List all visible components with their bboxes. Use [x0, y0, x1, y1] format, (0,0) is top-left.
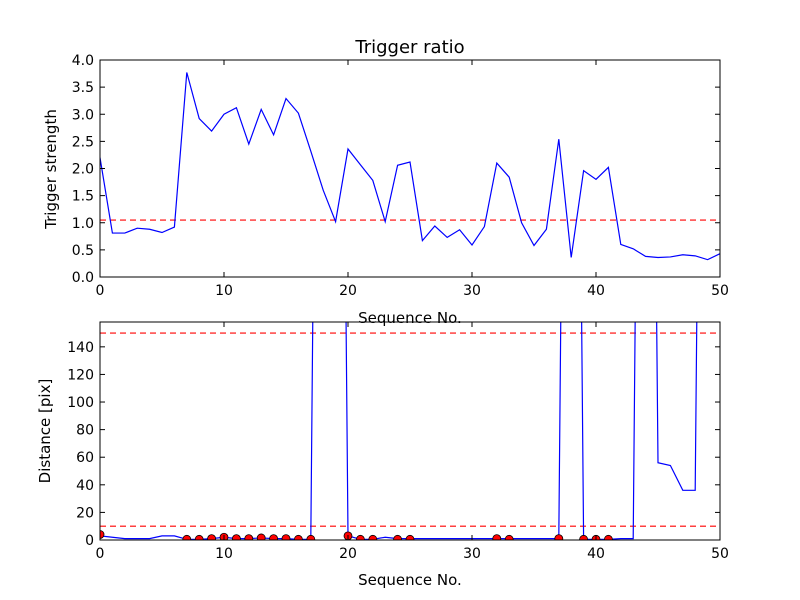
data-point-marker — [492, 534, 502, 540]
data-point-marker — [554, 534, 564, 540]
x-tick-label: 20 — [339, 283, 357, 299]
data-point-marker — [294, 534, 303, 540]
y-tick-label: 1.0 — [72, 216, 94, 232]
data-point-marker — [244, 534, 254, 540]
y-tick-label: 2.0 — [72, 162, 94, 178]
series-group — [100, 72, 720, 261]
x-tick-label: 40 — [587, 283, 605, 299]
data-point-marker — [604, 534, 613, 540]
y-tick-label: 0 — [85, 533, 94, 549]
data-point-marker — [368, 534, 378, 540]
data-point-marker — [256, 533, 266, 540]
data-point-marker — [356, 534, 365, 540]
y-tick-label: 20 — [76, 505, 94, 521]
y-tick-label: 60 — [76, 450, 94, 466]
data-point-marker — [504, 534, 514, 540]
y-ticks: 0 20 40 60 80 100 120 140 — [67, 340, 720, 549]
chart-title: Trigger ratio — [354, 37, 464, 58]
threshold-line-group — [100, 332, 720, 527]
data-point-marker — [194, 534, 204, 540]
data-point-marker — [269, 534, 278, 540]
x-tick-label: 50 — [711, 283, 729, 299]
x-tick-label: 0 — [96, 546, 105, 562]
x-axis-label: Sequence No. — [358, 571, 462, 589]
data-point-marker — [182, 534, 192, 540]
data-point-marker — [100, 530, 105, 539]
y-ticks: 0.0 0.5 1.0 1.5 2.0 2.5 3.0 3.5 4.0 — [72, 53, 720, 286]
data-point-marker — [306, 534, 316, 540]
data-point-marker — [393, 534, 402, 540]
x-tick-label: 30 — [463, 546, 481, 562]
x-tick-label: 10 — [215, 283, 233, 299]
data-point-marker — [405, 534, 415, 540]
x-tick-label: 40 — [587, 546, 605, 562]
y-tick-label: 1.5 — [72, 189, 94, 205]
x-ticks: 0 10 20 30 40 50 — [96, 322, 729, 562]
y-tick-label: 100 — [67, 395, 94, 411]
y-axis-label: Distance [pix] — [36, 379, 54, 484]
y-tick-label: 3.0 — [72, 107, 94, 123]
x-tick-label: 0 — [96, 283, 105, 299]
y-tick-label: 120 — [67, 367, 94, 383]
data-point-marker — [579, 534, 588, 540]
series-group — [100, 322, 698, 540]
y-tick-label: 40 — [76, 478, 94, 494]
data-point-marker — [232, 534, 241, 540]
y-tick-label: 0.5 — [72, 243, 94, 259]
series-line — [100, 72, 720, 261]
y-axis-label: Trigger strength — [42, 109, 60, 230]
x-tick-label: 20 — [339, 546, 357, 562]
x-axis-label: Sequence No. — [358, 309, 462, 327]
data-point-marker — [207, 534, 216, 540]
y-tick-label: 4.0 — [72, 53, 94, 69]
data-point-marker — [281, 534, 291, 540]
y-tick-label: 80 — [76, 423, 94, 439]
x-ticks: 0 10 20 30 40 50 — [96, 60, 729, 299]
y-tick-label: 0.0 — [72, 270, 94, 286]
x-tick-label: 50 — [711, 546, 729, 562]
plot-frame — [99, 321, 721, 541]
x-tick-label: 10 — [215, 546, 233, 562]
x-tick-label: 30 — [463, 283, 481, 299]
y-tick-label: 140 — [67, 340, 94, 356]
y-tick-label: 2.5 — [72, 134, 94, 150]
y-tick-label: 3.5 — [72, 80, 94, 96]
distance-plot: 0 10 20 30 40 50 0 20 40 60 80 100 120 140 Sequence … — [36, 321, 729, 589]
